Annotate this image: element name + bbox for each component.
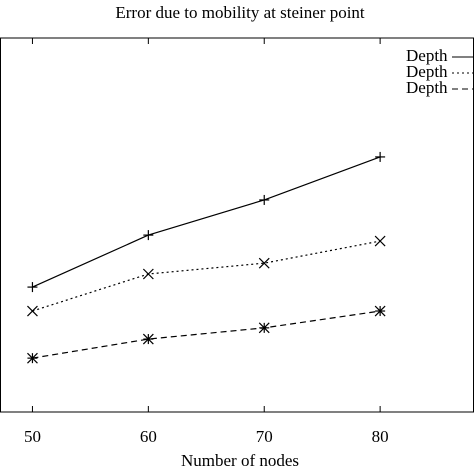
marker (143, 230, 154, 241)
x-tick-label: 50 (24, 427, 41, 446)
x-axis-label: Number of nodes (181, 451, 299, 470)
marker (27, 305, 38, 317)
marker (258, 257, 270, 269)
legend-label: Depth (406, 78, 448, 97)
marker (142, 333, 154, 345)
x-tick-label: 60 (140, 427, 157, 446)
marker (27, 352, 38, 364)
series-line (32, 310, 381, 359)
marker (375, 151, 386, 162)
series-line (32, 240, 381, 312)
series-line (32, 156, 381, 288)
x-tick-label: 70 (256, 427, 273, 446)
marker (27, 282, 38, 293)
legend-label: Depth (406, 46, 448, 65)
marker (374, 235, 386, 247)
chart-title: Error due to mobility at steiner point (115, 3, 365, 22)
marker (374, 305, 386, 317)
marker (142, 268, 154, 280)
x-tick-label: 80 (372, 427, 389, 446)
legend-label: Depth (406, 62, 448, 81)
plot-frame (0, 37, 474, 413)
marker (259, 194, 270, 205)
marker (258, 322, 270, 334)
